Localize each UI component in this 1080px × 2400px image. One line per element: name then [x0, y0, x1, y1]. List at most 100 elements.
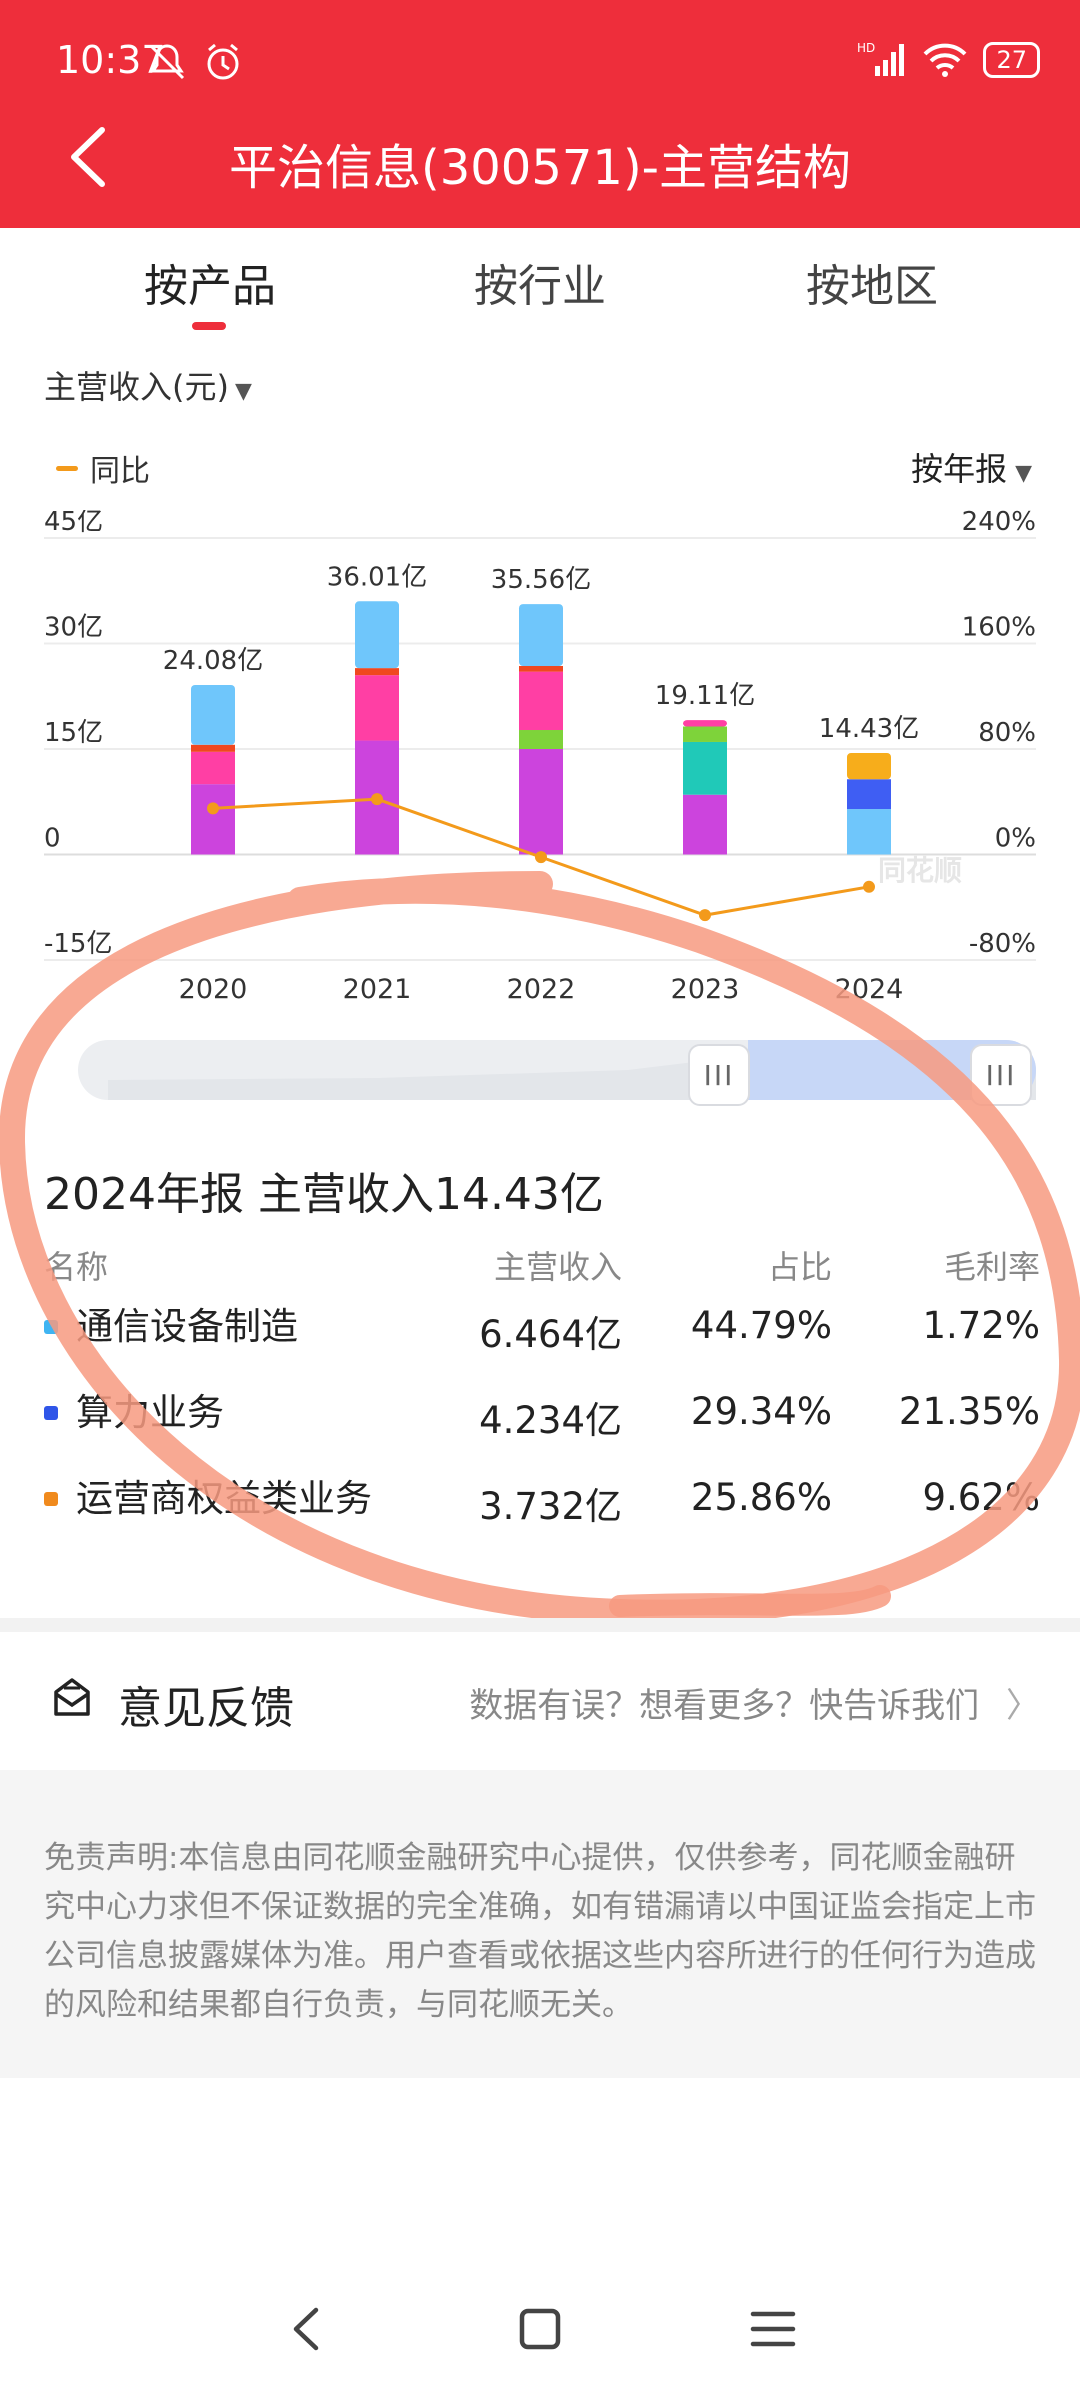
- bar-segment: [683, 794, 727, 855]
- y-right-tick: 0%: [995, 824, 1036, 854]
- segment-margin: 1.72%: [922, 1304, 1040, 1347]
- nav-menu-icon[interactable]: [738, 2294, 808, 2364]
- section-divider: [0, 1618, 1080, 1632]
- bar-total-label: 24.08亿: [163, 646, 263, 676]
- status-system-icons: HD 27: [857, 40, 1040, 80]
- segment-share: 29.34%: [690, 1390, 832, 1433]
- bar-segment: [191, 744, 235, 752]
- bar-total-label: 35.56亿: [491, 565, 591, 595]
- x-axis-label: 2023: [671, 974, 740, 1005]
- table-row: 通信设备制造 6.464亿 44.79% 1.72%: [44, 1294, 1040, 1380]
- y-left-tick: 45亿: [44, 510, 103, 537]
- status-notification-icons: [145, 40, 245, 84]
- chart-watermark: 同花顺: [878, 854, 962, 887]
- x-axis-label: 2021: [343, 974, 412, 1005]
- x-axis-label: 2022: [507, 974, 576, 1005]
- table-header: 名称 主营收入 占比 毛利率: [44, 1236, 1040, 1294]
- nav-home-icon[interactable]: [505, 2294, 575, 2364]
- bar-segment: [683, 726, 727, 742]
- segment-share: 44.79%: [690, 1304, 832, 1347]
- caret-down-icon: ▼: [1015, 461, 1032, 486]
- alarm-icon: [207, 43, 239, 80]
- segment-margin: 21.35%: [898, 1390, 1040, 1433]
- header-share: 占比: [767, 1248, 832, 1286]
- caret-down-icon: ▼: [234, 379, 252, 404]
- status-time: 10:37: [56, 38, 166, 82]
- legend-dot: [44, 1320, 58, 1334]
- disclaimer-text: 免责声明:本信息由同花顺金融研究中心提供，仅供参考，同花顺金融研究中心力求但不保…: [44, 1840, 1036, 2023]
- signal-icon: HD: [857, 41, 905, 76]
- segment-share: 25.86%: [690, 1476, 832, 1519]
- bar-segment: [519, 671, 563, 731]
- chevron-right-icon: 〉: [1006, 1686, 1040, 1726]
- yoy-point: [371, 793, 383, 806]
- legend-dot: [44, 1406, 58, 1420]
- y-right-tick: 240%: [962, 510, 1036, 537]
- bar-segment: [847, 779, 891, 810]
- x-axis-label: 2024: [835, 974, 904, 1005]
- battery-indicator: 27: [983, 42, 1040, 78]
- metric-label: 主营收入(元): [44, 368, 229, 406]
- yoy-point: [207, 802, 219, 815]
- tab-bar: 按产品 按行业 按地区: [0, 228, 1080, 348]
- bar-total-label: 19.11亿: [655, 681, 755, 711]
- y-right-tick: -80%: [969, 929, 1036, 959]
- y-left-tick: 30亿: [44, 613, 103, 643]
- scroller-left-handle[interactable]: III: [688, 1044, 750, 1106]
- feedback-row[interactable]: 意见反馈 数据有误？想看更多？快告诉我们 〉: [0, 1632, 1080, 1770]
- header-margin: 毛利率: [943, 1248, 1040, 1286]
- wifi-icon: [924, 43, 967, 77]
- bar-segment: [355, 668, 399, 676]
- disclaimer-section: 免责声明:本信息由同花顺金融研究中心提供，仅供参考，同花顺金融研究中心力求但不保…: [0, 1770, 1080, 2078]
- tab-by-product[interactable]: 按产品: [144, 261, 276, 312]
- segment-revenue: 6.464亿: [479, 1313, 622, 1356]
- scroller-right-handle[interactable]: III: [970, 1044, 1032, 1106]
- feedback-mail-icon: [54, 1678, 90, 1716]
- range-scroller[interactable]: III III: [78, 1040, 1036, 1106]
- page-title: 平治信息(300571)-主营结构: [228, 140, 851, 196]
- yoy-legend-swatch: [56, 465, 78, 471]
- app-header: 10:37 HD 27 平治信息(300571)-主营结构: [0, 0, 1080, 228]
- nav-back-icon[interactable]: [272, 2294, 342, 2364]
- mute-icon: [149, 44, 185, 80]
- tab-by-industry[interactable]: 按行业: [474, 261, 606, 312]
- header-revenue: 主营收入: [493, 1248, 622, 1286]
- bar-segment: [191, 751, 235, 785]
- period-selector[interactable]: 按年报 ▼: [911, 444, 1032, 490]
- y-right-tick: 80%: [978, 718, 1036, 748]
- bar-segment: [519, 749, 563, 855]
- bar-segment: [847, 809, 891, 855]
- bar-segment: [191, 684, 235, 745]
- bar-segment: [847, 753, 891, 780]
- active-tab-indicator: [192, 322, 226, 330]
- revenue-chart[interactable]: 45亿 30亿 15亿 0 -15亿 240% 160% 80% 0% -80% 24.08亿 3…: [0, 510, 1080, 1010]
- back-arrow-icon[interactable]: [60, 122, 120, 192]
- segment-name: 通信设备制造: [76, 1305, 298, 1348]
- segment-margin: 9.62%: [922, 1476, 1040, 1519]
- segment-revenue: 3.732亿: [479, 1485, 622, 1528]
- header-name: 名称: [44, 1248, 109, 1286]
- bar-segment: [355, 675, 399, 741]
- bar-total-label: 36.01亿: [327, 562, 427, 592]
- system-nav-bar: [0, 2260, 1080, 2400]
- bar-total-label: 14.43亿: [819, 714, 919, 744]
- segment-table: 名称 主营收入 占比 毛利率 通信设备制造 6.464亿 44.79% 1.72…: [44, 1236, 1040, 1586]
- x-axis-label: 2020: [179, 974, 248, 1005]
- metric-selector[interactable]: 主营收入(元) ▼: [44, 362, 252, 408]
- segment-name: 算力业务: [76, 1391, 224, 1434]
- bar-segment: [519, 730, 563, 749]
- yoy-legend: 同比: [56, 446, 150, 490]
- feedback-link[interactable]: 数据有误？想看更多？快告诉我们 〉: [469, 1678, 1040, 1727]
- yoy-point: [699, 909, 711, 922]
- bar-segment: [191, 784, 235, 855]
- yoy-point: [535, 851, 547, 864]
- feedback-title: 意见反馈: [118, 1683, 294, 1734]
- yoy-point: [863, 880, 875, 893]
- yoy-legend-label: 同比: [90, 454, 150, 489]
- bar-segment: [519, 666, 563, 672]
- y-left-tick: -15亿: [44, 929, 112, 959]
- segment-revenue: 4.234亿: [479, 1399, 622, 1442]
- tab-by-region[interactable]: 按地区: [806, 261, 938, 312]
- bar-segment: [519, 604, 563, 667]
- summary-title: 2024年报 主营收入14.43亿: [44, 1169, 604, 1220]
